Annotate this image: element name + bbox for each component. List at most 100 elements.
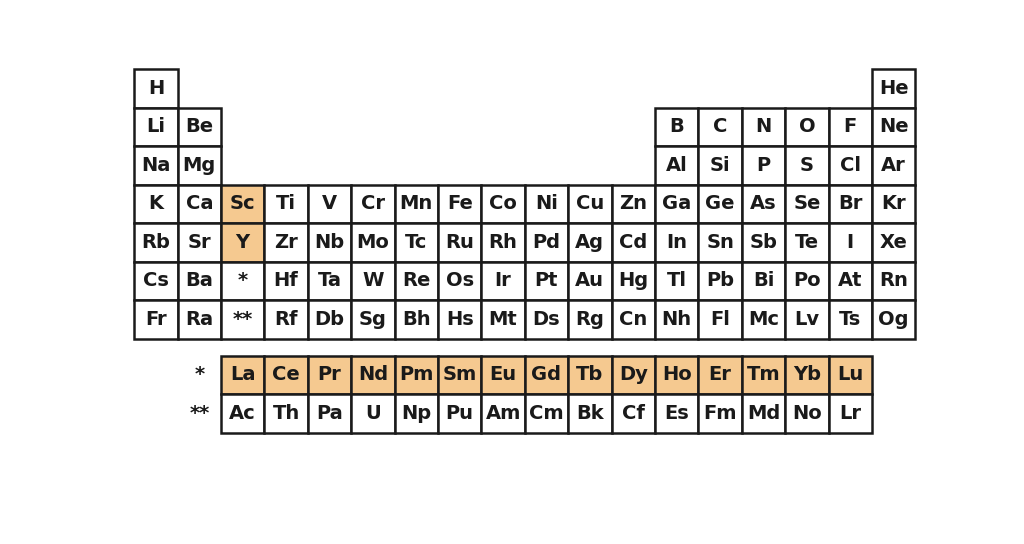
FancyBboxPatch shape	[351, 262, 394, 300]
Text: Gd: Gd	[531, 366, 561, 384]
FancyBboxPatch shape	[741, 108, 785, 146]
FancyBboxPatch shape	[785, 262, 828, 300]
FancyBboxPatch shape	[741, 394, 785, 432]
Text: Hf: Hf	[273, 271, 298, 290]
FancyBboxPatch shape	[177, 184, 221, 223]
FancyBboxPatch shape	[134, 300, 177, 338]
Text: Mg: Mg	[182, 156, 216, 175]
FancyBboxPatch shape	[264, 356, 308, 394]
FancyBboxPatch shape	[611, 356, 655, 394]
Text: Rf: Rf	[274, 310, 298, 329]
Text: Ce: Ce	[272, 366, 300, 384]
Text: Bi: Bi	[753, 271, 774, 290]
Text: Mc: Mc	[748, 310, 779, 329]
FancyBboxPatch shape	[481, 394, 524, 432]
FancyBboxPatch shape	[698, 394, 741, 432]
FancyBboxPatch shape	[524, 356, 568, 394]
Text: Hg: Hg	[618, 271, 648, 290]
Text: Ge: Ge	[706, 194, 735, 213]
FancyBboxPatch shape	[828, 356, 872, 394]
FancyBboxPatch shape	[134, 69, 177, 108]
Text: Cm: Cm	[529, 404, 564, 423]
Text: B: B	[670, 118, 684, 137]
Text: H: H	[147, 79, 164, 98]
FancyBboxPatch shape	[221, 300, 264, 338]
Text: La: La	[230, 366, 255, 384]
FancyBboxPatch shape	[828, 394, 872, 432]
FancyBboxPatch shape	[698, 223, 741, 262]
Text: Rg: Rg	[575, 310, 604, 329]
Text: Li: Li	[146, 118, 166, 137]
FancyBboxPatch shape	[264, 300, 308, 338]
FancyBboxPatch shape	[655, 223, 698, 262]
Text: Te: Te	[795, 233, 819, 252]
FancyBboxPatch shape	[308, 262, 351, 300]
Text: *: *	[195, 366, 205, 384]
FancyBboxPatch shape	[351, 184, 394, 223]
FancyBboxPatch shape	[785, 394, 828, 432]
FancyBboxPatch shape	[351, 356, 394, 394]
FancyBboxPatch shape	[394, 356, 438, 394]
Text: Pt: Pt	[535, 271, 558, 290]
Text: Ca: Ca	[185, 194, 213, 213]
Text: Co: Co	[489, 194, 517, 213]
Text: Am: Am	[485, 404, 521, 423]
Text: Eu: Eu	[489, 366, 517, 384]
Text: Sb: Sb	[750, 233, 777, 252]
FancyBboxPatch shape	[438, 300, 481, 338]
FancyBboxPatch shape	[698, 108, 741, 146]
Text: Pb: Pb	[707, 271, 734, 290]
Text: Zr: Zr	[274, 233, 298, 252]
FancyBboxPatch shape	[221, 262, 264, 300]
FancyBboxPatch shape	[394, 300, 438, 338]
Text: Ir: Ir	[495, 271, 511, 290]
FancyBboxPatch shape	[221, 394, 264, 432]
FancyBboxPatch shape	[872, 184, 915, 223]
Text: Kr: Kr	[882, 194, 906, 213]
FancyBboxPatch shape	[872, 108, 915, 146]
Text: Ra: Ra	[185, 310, 213, 329]
FancyBboxPatch shape	[698, 356, 741, 394]
Text: Pr: Pr	[317, 366, 341, 384]
FancyBboxPatch shape	[655, 394, 698, 432]
FancyBboxPatch shape	[872, 69, 915, 108]
FancyBboxPatch shape	[394, 394, 438, 432]
Text: Al: Al	[666, 156, 687, 175]
FancyBboxPatch shape	[264, 262, 308, 300]
FancyBboxPatch shape	[698, 184, 741, 223]
FancyBboxPatch shape	[741, 300, 785, 338]
Text: Bh: Bh	[402, 310, 431, 329]
FancyBboxPatch shape	[308, 223, 351, 262]
Text: Np: Np	[401, 404, 431, 423]
FancyBboxPatch shape	[481, 262, 524, 300]
Text: Cu: Cu	[575, 194, 604, 213]
FancyBboxPatch shape	[221, 223, 264, 262]
FancyBboxPatch shape	[438, 184, 481, 223]
Text: Pa: Pa	[316, 404, 343, 423]
Text: Db: Db	[314, 310, 344, 329]
FancyBboxPatch shape	[872, 223, 915, 262]
FancyBboxPatch shape	[611, 394, 655, 432]
Text: Ne: Ne	[879, 118, 908, 137]
FancyBboxPatch shape	[611, 184, 655, 223]
Text: Er: Er	[709, 366, 731, 384]
FancyBboxPatch shape	[308, 394, 351, 432]
FancyBboxPatch shape	[134, 146, 177, 184]
FancyBboxPatch shape	[308, 300, 351, 338]
FancyBboxPatch shape	[872, 146, 915, 184]
Text: Zn: Zn	[620, 194, 647, 213]
Text: Es: Es	[665, 404, 689, 423]
Text: Fm: Fm	[703, 404, 737, 423]
FancyBboxPatch shape	[524, 300, 568, 338]
Text: **: **	[189, 404, 210, 423]
Text: Ac: Ac	[229, 404, 256, 423]
FancyBboxPatch shape	[221, 184, 264, 223]
Text: Og: Og	[879, 310, 909, 329]
Text: Tl: Tl	[667, 271, 687, 290]
FancyBboxPatch shape	[741, 356, 785, 394]
FancyBboxPatch shape	[134, 223, 177, 262]
Text: Cf: Cf	[622, 404, 645, 423]
Text: Ba: Ba	[185, 271, 213, 290]
FancyBboxPatch shape	[655, 108, 698, 146]
FancyBboxPatch shape	[351, 300, 394, 338]
